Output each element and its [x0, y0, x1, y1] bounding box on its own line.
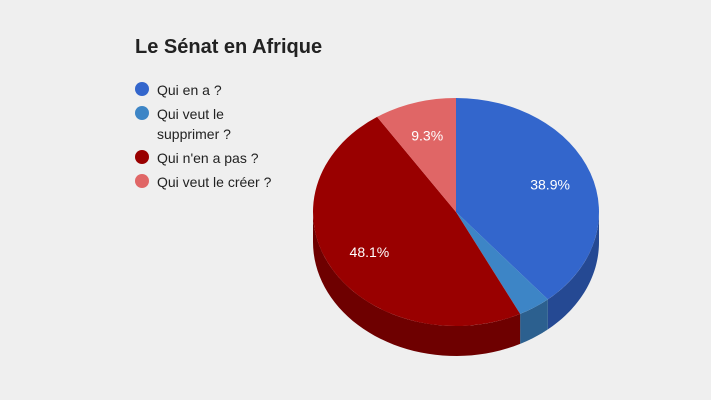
pie-slice [456, 98, 599, 300]
legend: Qui en a ? Qui veut le supprimer ? Qui n… [135, 80, 295, 196]
pie-slice [377, 98, 456, 212]
legend-label: Qui veut le supprimer ? [157, 106, 231, 142]
legend-swatch [135, 106, 149, 120]
pie-slice-label: 48.1% [350, 244, 390, 260]
pie-slice-label: 38.9% [530, 177, 570, 193]
pie-slice-side [547, 212, 599, 330]
pie-slice-label: 9.3% [411, 128, 443, 144]
legend-label: Qui n'en a pas ? [157, 150, 259, 166]
pie-slice [456, 212, 548, 314]
legend-item: Qui en a ? [135, 80, 295, 100]
legend-item: Qui veut le supprimer ? [135, 104, 295, 144]
legend-swatch [135, 174, 149, 188]
legend-item: Qui n'en a pas ? [135, 148, 295, 168]
legend-label: Qui en a ? [157, 82, 222, 98]
legend-label: Qui veut le créer ? [157, 174, 272, 190]
legend-swatch [135, 82, 149, 96]
legend-item: Qui veut le créer ? [135, 172, 295, 192]
legend-swatch [135, 150, 149, 164]
chart-title: Le Sénat en Afrique [135, 36, 323, 58]
pie-slice-side [313, 212, 521, 356]
pie-slice [312, 116, 521, 327]
pie-slice-side [520, 299, 548, 344]
